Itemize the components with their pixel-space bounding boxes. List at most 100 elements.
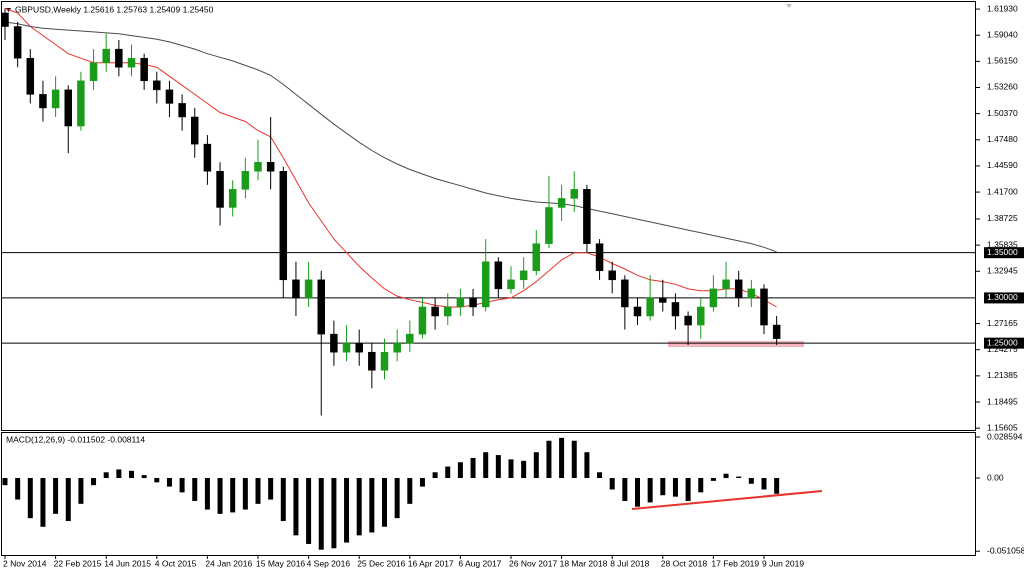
macd-bar	[647, 478, 653, 503]
y-tick-label: 0.028594	[987, 431, 1023, 441]
candle-body	[216, 171, 224, 208]
level-label-box	[984, 337, 1024, 349]
macd-bar	[432, 472, 438, 479]
macd-bar	[622, 478, 628, 501]
macd-bar	[495, 455, 501, 479]
candle-body	[481, 261, 490, 308]
y-tick-label: -0.051058	[987, 545, 1024, 555]
candle-body	[406, 333, 414, 344]
candle-body	[26, 57, 35, 95]
candle-body	[418, 306, 427, 335]
price-pane-frame	[1, 1, 976, 431]
candle-body	[254, 161, 262, 172]
candle-body	[292, 279, 300, 299]
x-tick-label: 4 Sep 2016	[307, 558, 351, 568]
y-tick-label: 1.47480	[987, 134, 1018, 144]
x-tick-label: 22 Feb 2015	[54, 558, 102, 568]
macd-bar	[356, 478, 362, 536]
candle-body	[734, 279, 743, 299]
macd-bar	[53, 478, 59, 514]
level-label: 1.25000	[987, 337, 1018, 347]
y-tick-label: 1.21385	[987, 370, 1018, 380]
candle-body	[431, 306, 439, 317]
macd-bar	[710, 478, 716, 481]
y-tick-label: 1.53260	[987, 82, 1018, 92]
x-tick-label: 17 Feb 2019	[711, 558, 759, 568]
macd-bar	[419, 478, 425, 487]
candle-body	[165, 89, 174, 104]
candle-body	[380, 351, 389, 371]
macd-bar	[457, 462, 463, 479]
macd-bar	[546, 440, 552, 479]
y-tick-label: 1.50370	[987, 108, 1018, 118]
candle-body	[519, 270, 528, 281]
candle-body	[228, 189, 237, 208]
candle-body	[153, 80, 161, 91]
candle-body	[532, 243, 541, 272]
x-tick-label: 24 Jan 2016	[205, 558, 252, 568]
candle-body	[494, 261, 503, 290]
candle-body	[102, 48, 110, 63]
level-label: 1.30000	[987, 292, 1018, 302]
moving-average	[4, 21, 777, 253]
candle-body	[393, 342, 401, 353]
candle-body	[469, 297, 477, 308]
macd-bar	[192, 478, 198, 501]
candle-body	[191, 116, 199, 145]
macd-bar	[255, 478, 261, 504]
macd-bar	[2, 478, 8, 486]
macd-bar	[27, 478, 33, 519]
scroll-marker	[786, 4, 792, 8]
macd-bar	[660, 478, 666, 496]
macd-bar	[40, 478, 46, 527]
macd-bar	[723, 473, 729, 479]
candle-body	[241, 171, 250, 190]
candle-body	[304, 279, 313, 299]
macd-bar	[204, 478, 210, 510]
candle-body	[595, 243, 604, 272]
x-tick-label: 6 Aug 2017	[458, 558, 501, 568]
macd-bar	[268, 478, 274, 500]
candle-body	[608, 270, 616, 281]
macd-bar	[91, 478, 97, 486]
y-tick-label: 1.35835	[987, 239, 1018, 249]
candle-body	[368, 351, 376, 371]
macd-bar	[141, 475, 147, 479]
macd-bar	[382, 478, 387, 527]
x-tick-label: 9 Jun 2019	[762, 558, 804, 568]
y-tick-label: 1.18495	[987, 396, 1018, 406]
macd-bar	[508, 459, 514, 479]
macd-bar	[748, 478, 754, 484]
x-tick-label: 25 Dec 2016	[357, 558, 405, 568]
y-tick-label: 1.15605	[987, 422, 1018, 432]
candle-body	[317, 279, 325, 335]
macd-bar	[306, 478, 312, 544]
candle-body	[646, 297, 654, 317]
macd-bar	[293, 478, 299, 536]
candle-body	[747, 288, 756, 299]
x-tick-label: 15 May 2016	[256, 558, 305, 568]
y-tick-label: 1.32945	[987, 266, 1018, 276]
candle-body	[671, 302, 680, 317]
macd-bar	[344, 478, 350, 543]
macd-bar	[597, 472, 603, 479]
candle-body	[722, 279, 730, 290]
y-tick-label: 1.44590	[987, 160, 1018, 170]
candle-body	[77, 80, 85, 127]
candle-body	[633, 306, 642, 317]
macd-bar	[635, 478, 640, 507]
macd-bar	[736, 476, 742, 479]
macd-bar	[166, 478, 172, 487]
candle-body	[697, 306, 705, 326]
macd-bar	[116, 469, 122, 479]
support-zone	[668, 341, 804, 347]
y-tick-label: 1.59040	[987, 29, 1018, 39]
y-tick-label: 1.27165	[987, 318, 1018, 328]
candle-body	[444, 306, 452, 317]
candle-body	[709, 288, 718, 308]
candle-body	[51, 89, 60, 109]
candle-body	[203, 143, 212, 172]
x-tick-label: 26 Nov 2017	[509, 558, 557, 568]
macd-bar	[394, 478, 400, 519]
